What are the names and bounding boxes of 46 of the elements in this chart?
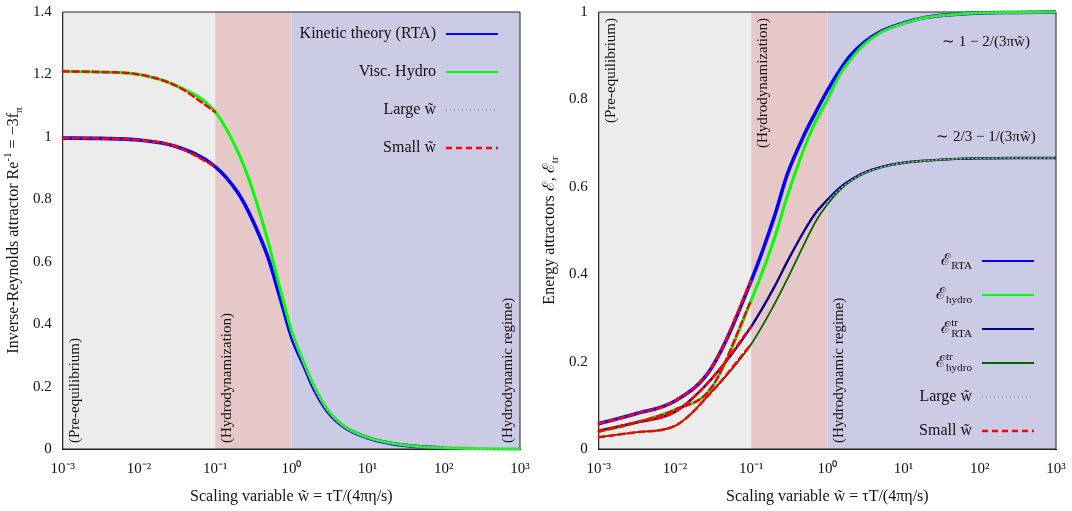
y-tick-label: 0.8 — [33, 190, 52, 207]
x-tick-label: 10⁻² — [126, 459, 152, 476]
y-tick-label: 0.6 — [569, 177, 589, 194]
x-tick-label: 10⁻¹ — [202, 459, 228, 476]
x-tick-label: 10¹ — [357, 459, 378, 476]
y-tick-label: 1 — [44, 127, 52, 144]
band-label: (Hydrodynamic regime) — [830, 297, 848, 443]
y-tick-label: 0 — [580, 439, 588, 456]
legend-label: Visc. Hydro — [358, 62, 436, 81]
band-label: (Pre-equilibrium) — [601, 18, 619, 123]
y-tick-label: 0.2 — [33, 377, 52, 394]
legend-label: Kinetic theory (RTA) — [299, 24, 437, 43]
x-axis-title: Scaling variable w̃ = τT/(4πη/s) — [726, 487, 929, 506]
x-tick-label: 10¹ — [893, 459, 914, 476]
x-tick-label: 10⁰ — [281, 459, 302, 476]
x-tick-label: 10⁰ — [817, 459, 838, 476]
x-tick-label: 10² — [970, 459, 991, 476]
band-label: (Hydrodynamization) — [754, 18, 772, 148]
y-axis-title: Energy attractors ℰ, ℰtr — [540, 156, 560, 305]
x-tick-label: 10⁻² — [662, 459, 688, 476]
band-label: (Hydrodynamization) — [218, 313, 236, 443]
legend-label: Small w̃ — [919, 421, 973, 439]
annotation: ∼ 2/3 − 1/(3πw̃) — [936, 127, 1036, 145]
y-tick-label: 1.2 — [33, 65, 52, 82]
x-tick-label: 10⁻³ — [50, 459, 76, 476]
x-tick-label: 10³ — [1046, 459, 1067, 476]
x-tick-label: 10² — [434, 459, 455, 476]
band-label: (Pre-equilibrium) — [65, 338, 83, 443]
legend-label: Large w̃ — [919, 387, 973, 406]
x-tick-label: 10⁻³ — [586, 459, 612, 476]
y-tick-label: 0 — [44, 439, 52, 456]
y-tick-label: 0.4 — [33, 315, 53, 332]
legend-label: Large w̃ — [383, 100, 437, 119]
band-label: (Hydrodynamic regime) — [498, 297, 516, 443]
y-tick-label: 0.4 — [569, 265, 589, 282]
y-tick-label: 0.2 — [569, 352, 588, 369]
y-axis-title: Inverse-Reynolds attractor Re-1 = −3fπ — [0, 107, 24, 354]
y-tick-label: 1 — [580, 2, 588, 19]
x-axis-title: Scaling variable w̃ = τT/(4πη/s) — [190, 487, 393, 506]
legend-label: Small w̃ — [383, 138, 437, 156]
x-tick-label: 10⁻¹ — [738, 459, 764, 476]
annotation: ∼ 1 − 2/(3πw̃) — [942, 32, 1030, 50]
y-tick-label: 0.8 — [569, 90, 588, 107]
x-tick-label: 10³ — [510, 459, 531, 476]
y-tick-label: 1.4 — [33, 2, 53, 19]
y-tick-label: 0.6 — [33, 252, 53, 269]
